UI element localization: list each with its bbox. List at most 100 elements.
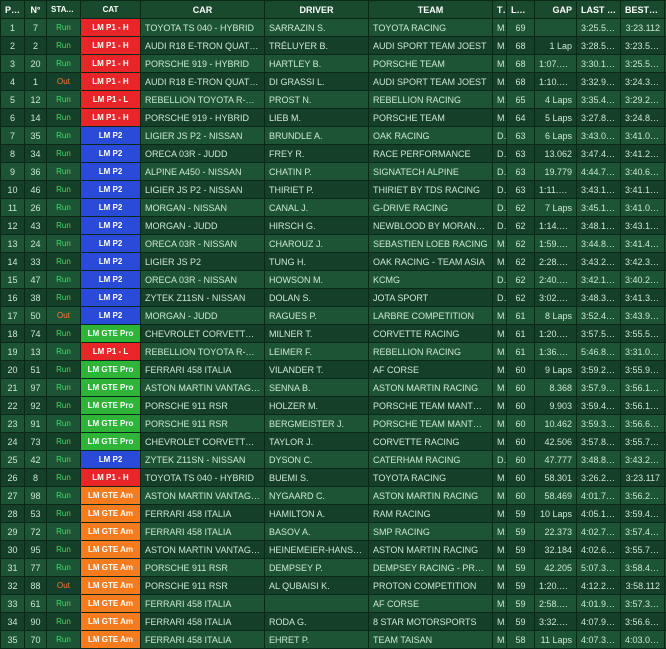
table-row[interactable]: 3490RunLM GTE AmFERRARI 458 ITALIARODA G… <box>1 613 666 631</box>
cat-cell: LM P1 - H <box>81 109 141 127</box>
lastlap-cell: 4:02.724 <box>577 523 621 541</box>
table-row[interactable]: 3570RunLM GTE AmFERRARI 458 ITALIAEHRET … <box>1 631 666 649</box>
lastlap-cell: 3:42.182 <box>577 271 621 289</box>
table-row[interactable]: 1547RunLM P2ORECA 03R - NISSANHOWSON M.K… <box>1 271 666 289</box>
table-row[interactable]: 3361RunLM GTE AmFERRARI 458 ITALIAAF COR… <box>1 595 666 613</box>
table-row[interactable]: 2972RunLM GTE AmFERRARI 458 ITALIABASOV … <box>1 523 666 541</box>
header-cat[interactable]: CAT <box>81 1 141 19</box>
tyre-cell: M <box>493 109 507 127</box>
table-row[interactable]: 2853RunLM GTE AmFERRARI 458 ITALIAHAMILT… <box>1 505 666 523</box>
gap-cell: 22.373 <box>535 523 577 541</box>
num-cell: 38 <box>25 289 47 307</box>
driver-cell: HARTLEY B. <box>265 55 369 73</box>
car-cell: CHEVROLET CORVETTE C7 <box>141 325 265 343</box>
table-row[interactable]: 17RunLM P1 - HTOYOTA TS 040 - HYBRIDSARR… <box>1 19 666 37</box>
lastlap-cell: 4:05.147 <box>577 505 621 523</box>
driver-cell: BUEMI S. <box>265 469 369 487</box>
bestlap-cell: 3:24.899 <box>621 109 665 127</box>
gap-cell <box>535 19 577 37</box>
laps-cell: 62 <box>507 271 535 289</box>
lastlap-cell: 4:12.223 <box>577 577 621 595</box>
table-row[interactable]: 3288OutLM GTE AmPORSCHE 911 RSRAL QUBAIS… <box>1 577 666 595</box>
num-cell: 95 <box>25 541 47 559</box>
team-cell: THIRIET BY TDS RACING <box>369 181 493 199</box>
team-cell: OAK RACING <box>369 127 493 145</box>
header-laps[interactable]: LAPS <box>507 1 535 19</box>
table-row[interactable]: 320RunLM P1 - HPORSCHE 919 - HYBRIDHARTL… <box>1 55 666 73</box>
driver-cell: DEMPSEY P. <box>265 559 369 577</box>
table-row[interactable]: 1324RunLM P2ORECA 03R - NISSANCHAROUZ J.… <box>1 235 666 253</box>
pos-cell: 9 <box>1 163 25 181</box>
table-row[interactable]: 268RunLM P1 - HTOYOTA TS 040 - HYBRIDBUE… <box>1 469 666 487</box>
header-gap[interactable]: GAP <box>535 1 577 19</box>
car-cell: ASTON MARTIN VANTAGE V8 <box>141 379 265 397</box>
header-car[interactable]: CAR <box>141 1 265 19</box>
lastlap-cell: 3:52.469 <box>577 307 621 325</box>
cat-cell: LM P2 <box>81 145 141 163</box>
lastlap-cell: 3:48.833 <box>577 451 621 469</box>
header-t[interactable]: T <box>493 1 507 19</box>
table-row[interactable]: 41OutLM P1 - HAUDI R18 E-TRON QUATTRODI … <box>1 73 666 91</box>
state-cell: Run <box>47 505 81 523</box>
table-row[interactable]: 1750OutLM P2MORGAN - JUDDRAGUES P.LARBRE… <box>1 307 666 325</box>
table-row[interactable]: 1046RunLM P2LIGIER JS P2 - NISSANTHIRIET… <box>1 181 666 199</box>
header-pos[interactable]: POS <box>1 1 25 19</box>
tyre-cell: M <box>493 505 507 523</box>
state-cell: Run <box>47 379 81 397</box>
cat-cell: LM GTE Am <box>81 541 141 559</box>
tyre-cell: M <box>493 307 507 325</box>
gap-cell: 58.469 <box>535 487 577 505</box>
laps-cell: 68 <box>507 55 535 73</box>
car-cell: FERRARI 458 ITALIA <box>141 613 265 631</box>
team-cell: TOYOTA RACING <box>369 19 493 37</box>
team-cell: PROTON COMPETITION <box>369 577 493 595</box>
car-cell: TOYOTA TS 040 - HYBRID <box>141 19 265 37</box>
table-row[interactable]: 936RunLM P2ALPINE A450 - NISSANCHATIN P.… <box>1 163 666 181</box>
table-row[interactable]: 1874RunLM GTE ProCHEVROLET CORVETTE C7MI… <box>1 325 666 343</box>
tyre-cell: M <box>493 19 507 37</box>
table-row[interactable]: 2542RunLM P2ZYTEK Z11SN - NISSANDYSON C.… <box>1 451 666 469</box>
car-cell: LIGIER JS P2 - NISSAN <box>141 127 265 145</box>
table-row[interactable]: 2473RunLM GTE ProCHEVROLET CORVETTE C7TA… <box>1 433 666 451</box>
table-row[interactable]: 2391RunLM GTE ProPORSCHE 911 RSRBERGMEIS… <box>1 415 666 433</box>
pos-cell: 8 <box>1 145 25 163</box>
car-cell: ORECA 03R - NISSAN <box>141 271 265 289</box>
cat-cell: LM P1 - H <box>81 469 141 487</box>
header-driver[interactable]: DRIVER <box>265 1 369 19</box>
table-row[interactable]: 735RunLM P2LIGIER JS P2 - NISSANBRUNDLE … <box>1 127 666 145</box>
num-cell: 73 <box>25 433 47 451</box>
table-row[interactable]: 2292RunLM GTE ProPORSCHE 911 RSRHOLZER M… <box>1 397 666 415</box>
header-num[interactable]: N° <box>25 1 47 19</box>
table-row[interactable]: 614RunLM P1 - HPORSCHE 919 - HYBRIDLIEB … <box>1 109 666 127</box>
table-row[interactable]: 2197RunLM GTE ProASTON MARTIN VANTAGE V8… <box>1 379 666 397</box>
gap-cell: 11 Laps <box>535 631 577 649</box>
laps-cell: 62 <box>507 253 535 271</box>
team-cell: JOTA SPORT <box>369 289 493 307</box>
table-row[interactable]: 1433RunLM P2LIGIER JS P2TUNG H.OAK RACIN… <box>1 253 666 271</box>
table-row[interactable]: 1913RunLM P1 - LREBELLION TOYOTA R-ONELE… <box>1 343 666 361</box>
driver-cell: HAMILTON A. <box>265 505 369 523</box>
header-best[interactable]: BEST LAP <box>621 1 665 19</box>
table-row[interactable]: 1243RunLM P2MORGAN - JUDDHIRSCH G.NEWBLO… <box>1 217 666 235</box>
header-state[interactable]: STATE <box>47 1 81 19</box>
cat-cell: LM P2 <box>81 307 141 325</box>
table-row[interactable]: 2798RunLM GTE AmASTON MARTIN VANTAGE V8N… <box>1 487 666 505</box>
table-row[interactable]: 2051RunLM GTE ProFERRARI 458 ITALIAVILAN… <box>1 361 666 379</box>
table-row[interactable]: 3095RunLM GTE AmASTON MARTIN VANTAGE V8H… <box>1 541 666 559</box>
team-cell: G-DRIVE RACING <box>369 199 493 217</box>
lastlap-cell: 3:45.149 <box>577 199 621 217</box>
tyre-cell: M <box>493 55 507 73</box>
header-last[interactable]: LAST LAP <box>577 1 621 19</box>
header-team[interactable]: TEAM <box>369 1 493 19</box>
table-row[interactable]: 512RunLM P1 - LREBELLION TOYOTA R-ONEPRO… <box>1 91 666 109</box>
gap-cell: 2:58.435 <box>535 595 577 613</box>
table-row[interactable]: 22RunLM P1 - HAUDI R18 E-TRON QUATTROTRÉ… <box>1 37 666 55</box>
bestlap-cell: 3:56.619 <box>621 415 665 433</box>
table-row[interactable]: 1638RunLM P2ZYTEK Z11SN - NISSANDOLAN S.… <box>1 289 666 307</box>
table-row[interactable]: 1126RunLM P2MORGAN - NISSANCANAL J.G-DRI… <box>1 199 666 217</box>
table-row[interactable]: 3177RunLM GTE AmPORSCHE 911 RSRDEMPSEY P… <box>1 559 666 577</box>
team-cell: ASTON MARTIN RACING <box>369 487 493 505</box>
num-cell: 98 <box>25 487 47 505</box>
bestlap-cell: 3:24.393 <box>621 73 665 91</box>
table-row[interactable]: 834RunLM P2ORECA 03R - JUDDFREY R.RACE P… <box>1 145 666 163</box>
